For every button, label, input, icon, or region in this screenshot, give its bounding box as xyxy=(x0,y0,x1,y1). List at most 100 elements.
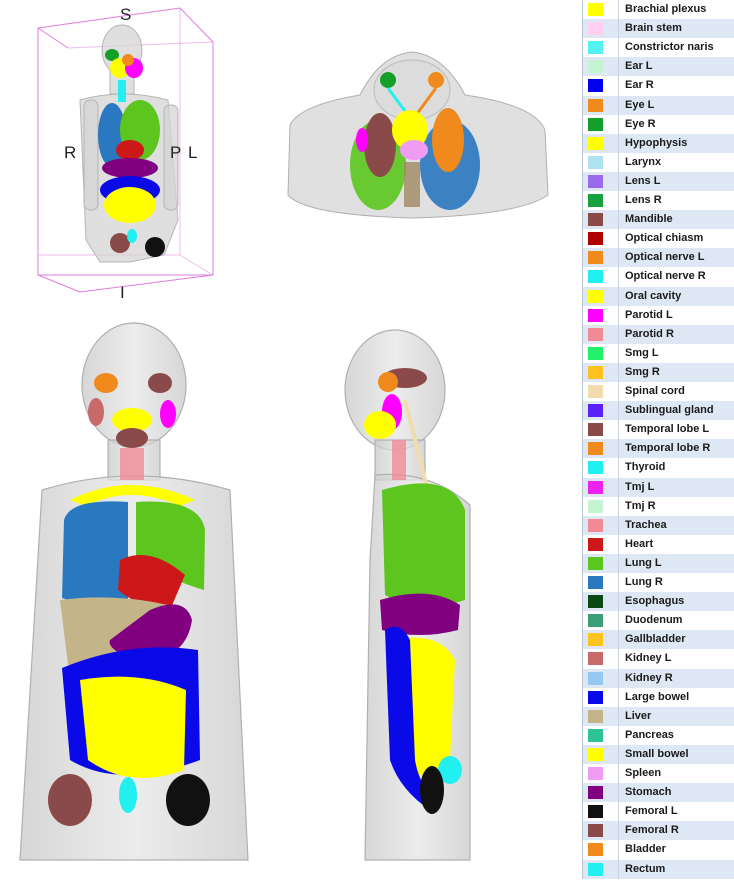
legend-item: Pancreas xyxy=(583,726,734,745)
legend-label: Constrictor naris xyxy=(625,41,714,54)
legend-swatch xyxy=(588,556,603,570)
legend-swatch xyxy=(588,786,603,800)
legend-label: Femoral L xyxy=(625,805,678,818)
legend-label: Optical nerve L xyxy=(625,251,705,264)
legend-swatch xyxy=(588,404,603,418)
legend-label: Smg R xyxy=(625,365,660,378)
legend-swatch xyxy=(588,232,603,246)
superior-view xyxy=(287,51,549,219)
legend-swatch xyxy=(588,767,603,780)
legend-label: Optical chiasm xyxy=(625,232,704,245)
legend-item: Spleen xyxy=(583,764,734,783)
legend-item: Temporal lobe R xyxy=(583,439,734,459)
legend-label: Large bowel xyxy=(625,690,690,703)
lateral-organs xyxy=(364,368,465,814)
legend-swatch xyxy=(588,346,603,360)
legend-swatch xyxy=(588,423,603,437)
legend-item: Optical chiasm xyxy=(583,229,734,248)
legend-swatch xyxy=(588,117,603,131)
legend-swatch xyxy=(588,805,603,819)
legend-swatch xyxy=(588,22,603,36)
legend-label: Parotid R xyxy=(625,327,674,340)
legend-item: Esophagus xyxy=(583,592,734,612)
legend-item: Heart xyxy=(583,535,734,554)
legend-item: Bladder xyxy=(583,840,734,859)
legend-item: Spinal cord xyxy=(583,382,734,401)
legend-item: Trachea xyxy=(583,515,734,535)
legend-item: Lung L xyxy=(583,553,734,573)
legend-label: Lung L xyxy=(625,556,662,569)
legend-label: Small bowel xyxy=(625,747,689,760)
legend-item: Lung R xyxy=(583,573,734,592)
legend-swatch xyxy=(588,442,603,456)
anterior-view xyxy=(19,322,249,861)
legend-item: Larynx xyxy=(583,153,734,172)
legend-item: Parotid L xyxy=(583,306,734,325)
legend-label: Optical nerve R xyxy=(625,270,706,283)
legend-label: Eye L xyxy=(625,98,655,111)
legend-item: Eye L xyxy=(583,95,734,115)
legend-item: Mandible xyxy=(583,210,734,230)
legend-swatch xyxy=(588,709,603,723)
legend-label: Smg L xyxy=(625,346,659,359)
legend-item: Oral cavity xyxy=(583,286,734,306)
legend-item: Sublingual gland xyxy=(583,401,734,421)
legend-label: Lens R xyxy=(625,194,662,206)
legend-label: Duodenum xyxy=(625,614,683,627)
legend-swatch xyxy=(588,155,603,169)
legend-swatch xyxy=(588,843,603,857)
legend-label: Tmj L xyxy=(625,480,655,493)
legend-swatch xyxy=(588,633,603,647)
legend-label: Larynx xyxy=(625,155,662,168)
legend-swatch xyxy=(588,499,603,513)
legend-swatch xyxy=(588,136,603,150)
legend-item: Optical nerve R xyxy=(583,267,734,286)
legend-item: Brain stem xyxy=(583,19,734,39)
legend-swatch xyxy=(588,41,603,55)
legend-label: Ear R xyxy=(625,79,654,92)
legend-swatch xyxy=(588,79,603,93)
legend-label: Mandible xyxy=(625,213,673,226)
legend-swatch xyxy=(588,270,603,284)
legend-swatch xyxy=(588,537,603,551)
legend-label: Eye R xyxy=(625,117,656,130)
legend-label: Pancreas xyxy=(625,728,674,741)
legend-label: Spleen xyxy=(625,767,662,779)
lateral-view xyxy=(344,329,471,861)
legend-item: Tmj R xyxy=(583,497,734,516)
legend-item: Large bowel xyxy=(583,688,734,707)
legend-divider xyxy=(618,0,619,879)
legend-label: Lung R xyxy=(625,576,663,588)
legend-label: Temporal lobe L xyxy=(625,423,710,436)
label-posterior: P xyxy=(170,143,181,162)
legend-item: Lens L xyxy=(583,171,734,191)
legend-swatch xyxy=(588,213,603,227)
legend-item: Kidney L xyxy=(583,649,734,668)
legend-swatch xyxy=(588,595,603,609)
iso-organs xyxy=(98,49,165,257)
legend-label: Stomach xyxy=(625,786,672,799)
legend-swatch xyxy=(588,385,603,398)
legend-swatch xyxy=(588,652,603,666)
legend-item: Ear R xyxy=(583,76,734,95)
label-superior: S xyxy=(120,5,131,24)
legend-item: Femoral L xyxy=(583,802,734,821)
legend-label: Heart xyxy=(625,537,654,550)
legend-swatch xyxy=(588,480,603,494)
label-right: R xyxy=(64,143,76,162)
legend-item: Ear L xyxy=(583,57,734,77)
legend-label: Hypophysis xyxy=(625,136,688,149)
legend-label: Parotid L xyxy=(625,308,673,321)
legend-label: Trachea xyxy=(625,518,667,531)
legend-swatch xyxy=(588,690,603,704)
legend-item: Constrictor naris xyxy=(583,38,734,57)
legend-label: Spinal cord xyxy=(625,385,685,397)
organ-legend: Brachial plexus Brain stem Constrictor nar… xyxy=(582,0,734,879)
legend-item: Eye R xyxy=(583,115,734,134)
legend-item: Duodenum xyxy=(583,611,734,630)
legend-label: Brain stem xyxy=(625,22,682,35)
legend-label: Bladder xyxy=(625,843,666,856)
legend-swatch xyxy=(588,461,603,475)
label-left: L xyxy=(188,143,197,162)
legend-label: Sublingual gland xyxy=(625,404,714,417)
